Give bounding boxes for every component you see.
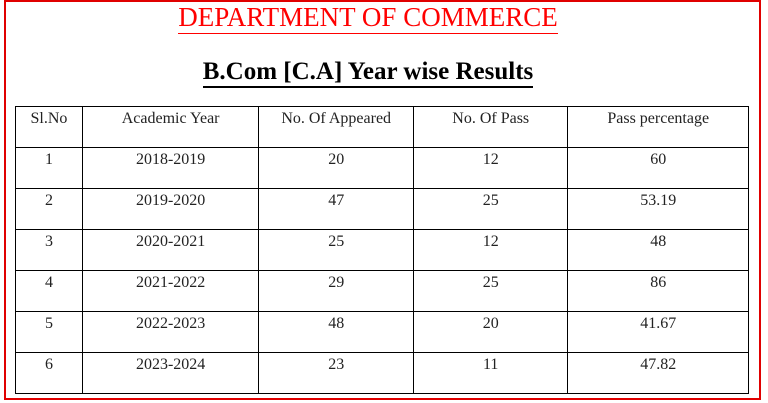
cell-pass-percentage: 86 xyxy=(567,270,749,312)
cell-academic-year: 2019-2020 xyxy=(81,188,260,230)
page-border xyxy=(4,0,761,400)
table-row: 5 2022-2023 48 20 41.67 xyxy=(15,311,749,353)
cell-pass-percentage: 47.82 xyxy=(567,352,749,394)
cell-sl-no: 6 xyxy=(15,352,83,394)
cell-pass: 20 xyxy=(412,311,569,353)
cell-appeared: 25 xyxy=(258,229,414,271)
column-header-pass: No. Of Pass xyxy=(412,106,569,148)
cell-sl-no: 4 xyxy=(15,270,83,312)
cell-pass-percentage: 41.67 xyxy=(567,311,749,353)
cell-sl-no: 5 xyxy=(15,311,83,353)
results-table: Sl.No Academic Year No. Of Appeared No. … xyxy=(15,106,749,394)
cell-pass: 25 xyxy=(412,188,569,230)
cell-sl-no: 1 xyxy=(15,147,83,189)
table-row: 6 2023-2024 23 11 47.82 xyxy=(15,352,749,394)
cell-academic-year: 2021-2022 xyxy=(81,270,260,312)
column-header-academic-year: Academic Year xyxy=(81,106,260,148)
cell-academic-year: 2022-2023 xyxy=(81,311,260,353)
cell-pass: 12 xyxy=(412,229,569,271)
cell-pass: 11 xyxy=(412,352,569,394)
cell-academic-year: 2018-2019 xyxy=(81,147,260,189)
cell-appeared: 48 xyxy=(258,311,414,353)
column-header-appeared: No. Of Appeared xyxy=(258,106,414,148)
cell-pass-percentage: 48 xyxy=(567,229,749,271)
department-title: DEPARTMENT OF COMMERCE xyxy=(178,2,558,34)
cell-pass: 25 xyxy=(412,270,569,312)
cell-appeared: 20 xyxy=(258,147,414,189)
cell-sl-no: 2 xyxy=(15,188,83,230)
column-header-sl-no: Sl.No xyxy=(15,106,83,148)
table-row: 2 2019-2020 47 25 53.19 xyxy=(15,188,749,230)
table-row: 4 2021-2022 29 25 86 xyxy=(15,270,749,312)
cell-appeared: 29 xyxy=(258,270,414,312)
cell-appeared: 23 xyxy=(258,352,414,394)
column-header-pass-percentage: Pass percentage xyxy=(567,106,749,148)
cell-pass-percentage: 53.19 xyxy=(567,188,749,230)
results-subheading: B.Com [C.A] Year wise Results xyxy=(0,58,736,88)
table-header-row: Sl.No Academic Year No. Of Appeared No. … xyxy=(15,106,749,148)
department-heading: DEPARTMENT OF COMMERCE xyxy=(0,2,736,34)
cell-academic-year: 2020-2021 xyxy=(81,229,260,271)
cell-pass-percentage: 60 xyxy=(567,147,749,189)
results-title: B.Com [C.A] Year wise Results xyxy=(202,58,534,88)
cell-pass: 12 xyxy=(412,147,569,189)
cell-appeared: 47 xyxy=(258,188,414,230)
cell-academic-year: 2023-2024 xyxy=(81,352,260,394)
table-row: 1 2018-2019 20 12 60 xyxy=(15,147,749,189)
table-row: 3 2020-2021 25 12 48 xyxy=(15,229,749,271)
cell-sl-no: 3 xyxy=(15,229,83,271)
